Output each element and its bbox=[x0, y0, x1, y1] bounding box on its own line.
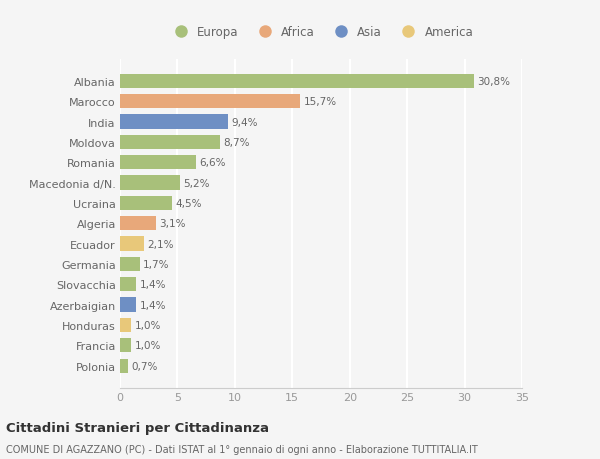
Bar bbox=[120, 176, 180, 190]
Text: 1,0%: 1,0% bbox=[135, 320, 161, 330]
Bar bbox=[120, 338, 131, 353]
Text: 4,5%: 4,5% bbox=[175, 198, 202, 208]
Bar bbox=[120, 135, 220, 150]
Bar bbox=[120, 278, 136, 292]
Text: 1,0%: 1,0% bbox=[135, 341, 161, 351]
Bar bbox=[120, 298, 136, 312]
Text: 30,8%: 30,8% bbox=[477, 77, 510, 87]
Text: 5,2%: 5,2% bbox=[183, 178, 209, 188]
Bar bbox=[120, 359, 128, 373]
Text: 6,6%: 6,6% bbox=[199, 158, 226, 168]
Bar bbox=[120, 115, 228, 129]
Text: 15,7%: 15,7% bbox=[304, 97, 337, 107]
Text: 3,1%: 3,1% bbox=[159, 219, 185, 229]
Bar bbox=[120, 74, 474, 89]
Bar bbox=[120, 156, 196, 170]
Bar bbox=[120, 237, 144, 251]
Text: COMUNE DI AGAZZANO (PC) - Dati ISTAT al 1° gennaio di ogni anno - Elaborazione T: COMUNE DI AGAZZANO (PC) - Dati ISTAT al … bbox=[6, 444, 478, 454]
Text: 9,4%: 9,4% bbox=[232, 118, 258, 127]
Text: 8,7%: 8,7% bbox=[223, 138, 250, 147]
Text: 2,1%: 2,1% bbox=[148, 239, 174, 249]
Text: 0,7%: 0,7% bbox=[131, 361, 158, 371]
Bar bbox=[120, 257, 140, 271]
Bar bbox=[120, 318, 131, 332]
Text: 1,7%: 1,7% bbox=[143, 259, 169, 269]
Bar bbox=[120, 95, 301, 109]
Text: 1,4%: 1,4% bbox=[140, 300, 166, 310]
Text: Cittadini Stranieri per Cittadinanza: Cittadini Stranieri per Cittadinanza bbox=[6, 421, 269, 434]
Text: 1,4%: 1,4% bbox=[140, 280, 166, 290]
Bar bbox=[120, 217, 155, 231]
Bar bbox=[120, 196, 172, 211]
Legend: Europa, Africa, Asia, America: Europa, Africa, Asia, America bbox=[169, 26, 473, 39]
